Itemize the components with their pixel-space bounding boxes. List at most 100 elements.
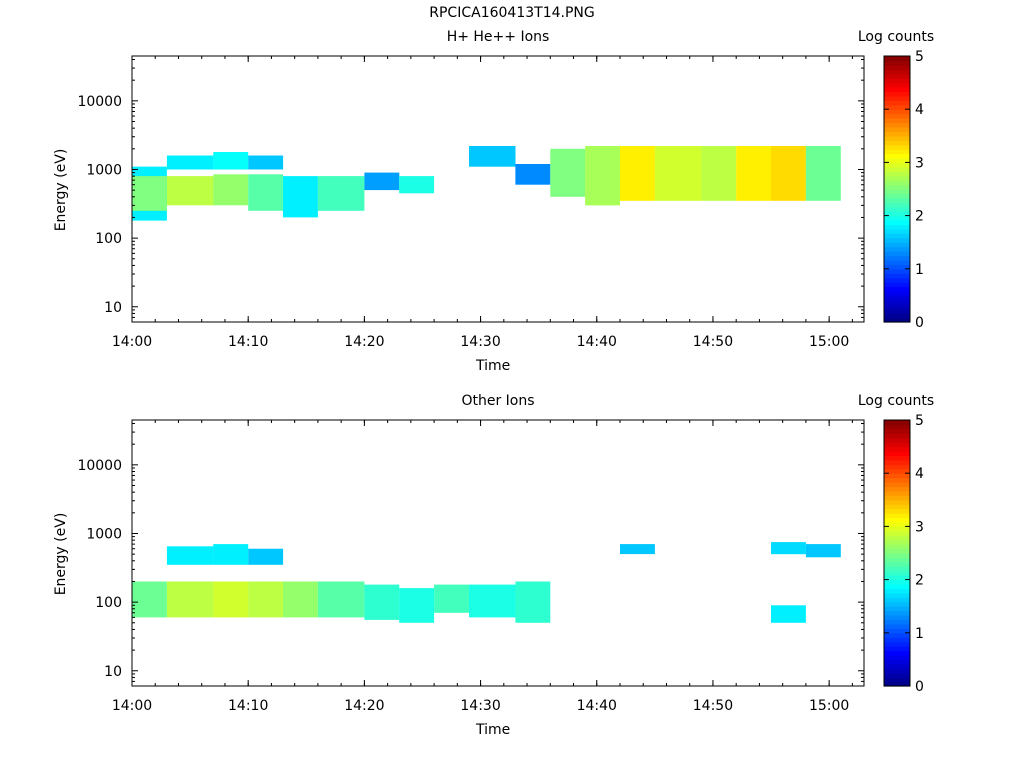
colorbar-segment [884, 220, 910, 226]
colorbar-segment [884, 246, 910, 252]
heatmap-cell [701, 146, 737, 201]
colorbar-segment [884, 228, 910, 234]
x-tick-label: 15:00 [809, 334, 849, 350]
heatmap-cell [620, 544, 655, 555]
colorbar-segment [884, 681, 910, 687]
x-tick-label: 15:00 [809, 698, 849, 714]
colorbar-segment [884, 526, 910, 532]
panel-2-colorbar-label: Log counts [857, 393, 935, 409]
colorbar-segment [884, 56, 910, 62]
heatmap-cell [434, 584, 469, 613]
colorbar-segment [884, 663, 910, 669]
colorbar-segment [884, 499, 910, 505]
panel-1-title: H+ He++ Ions [446, 29, 550, 45]
heatmap-cell [166, 546, 214, 565]
colorbar-segment [884, 477, 910, 483]
colorbar-segment [884, 197, 910, 203]
colorbar-segment [884, 171, 910, 177]
colorbar-segment [884, 672, 910, 678]
colorbar-segment [884, 575, 910, 581]
heatmap-cell [515, 581, 551, 623]
heatmap-cell [248, 548, 284, 565]
colorbar-segment [884, 601, 910, 607]
heatmap-cell [317, 581, 365, 618]
heatmap-cell [515, 164, 551, 185]
heatmap-cell [585, 146, 620, 206]
colorbar-segment [884, 140, 910, 146]
heatmap-cell [805, 146, 841, 201]
colorbar-segment [884, 570, 910, 576]
colorbar-segment [884, 433, 910, 439]
colorbar-tick-label: 4 [915, 466, 924, 482]
colorbar-segment [884, 215, 910, 221]
colorbar-segment [884, 180, 910, 186]
colorbar-segment [884, 144, 910, 150]
colorbar-segment [884, 233, 910, 239]
colorbar-segment [884, 282, 910, 288]
colorbar-segment [884, 468, 910, 474]
colorbar-segment [884, 109, 910, 115]
colorbar-segment [884, 64, 910, 70]
colorbar-segment [884, 118, 910, 124]
colorbar-segment [884, 295, 910, 301]
colorbar-segment [884, 193, 910, 199]
colorbar-segment [884, 420, 910, 426]
colorbar-segment [884, 73, 910, 79]
colorbar-segment [884, 162, 910, 168]
colorbar-segment [884, 304, 910, 310]
colorbar-segment [884, 668, 910, 674]
x-tick-label: 14:40 [577, 698, 617, 714]
colorbar-segment [884, 588, 910, 594]
colorbar-segment [884, 87, 910, 93]
x-tick-label: 14:00 [112, 334, 152, 350]
y-tick-label: 100 [95, 595, 122, 611]
heatmap-cell [248, 581, 284, 618]
colorbar-segment [884, 131, 910, 137]
colorbar-segment [884, 237, 910, 243]
colorbar-segment [884, 539, 910, 545]
plot-frame [131, 419, 865, 687]
heatmap-cell [248, 174, 284, 211]
colorbar-segment [884, 104, 910, 110]
x-tick-label: 14:00 [112, 698, 152, 714]
heatmap-cell [399, 588, 435, 623]
x-tick-label: 14:40 [577, 334, 617, 350]
panel-2-plot: 14:00 14:10 14:20 14:30 14:40 14:50 15:00 10 100… [77, 419, 865, 714]
y-tick-label: 10000 [77, 94, 122, 110]
colorbar-segment [884, 464, 910, 470]
plot-frame [131, 55, 865, 323]
colorbar-segment [884, 486, 910, 492]
colorbar-tick-label: 3 [915, 155, 924, 171]
colorbar-segment [884, 290, 910, 296]
colorbar-segment [884, 317, 910, 323]
colorbar-segment [884, 592, 910, 598]
colorbar-segment [884, 641, 910, 647]
heatmap-cell [132, 176, 167, 211]
colorbar-segment [884, 446, 910, 452]
x-tick-label: 14:30 [460, 334, 500, 350]
heatmap-cell [620, 146, 655, 201]
heatmap-cell [654, 146, 702, 201]
colorbar-segment [884, 535, 910, 541]
x-tick-label: 14:30 [460, 698, 500, 714]
heatmap-cell [248, 155, 284, 170]
colorbar-segment [884, 517, 910, 523]
colorbar-segment [884, 189, 910, 195]
colorbar-segment [884, 495, 910, 501]
colorbar-frame [883, 55, 911, 323]
heatmap-cell [132, 581, 167, 618]
colorbar-tick-label: 0 [915, 315, 924, 331]
colorbar-segment [884, 557, 910, 563]
panel-1-colorbar: 0 1 2 3 4 5 [883, 49, 924, 331]
colorbar-segment [884, 579, 910, 585]
heatmap-cell [550, 148, 586, 197]
colorbar-segment [884, 113, 910, 119]
x-tick-label: 14:10 [228, 698, 268, 714]
colorbar-segment [884, 157, 910, 163]
colorbar-segment [884, 597, 910, 603]
colorbar-segment [884, 646, 910, 652]
colorbar-segment [884, 451, 910, 457]
colorbar-segment [884, 69, 910, 75]
colorbar-segment [884, 308, 910, 314]
colorbar-segment [884, 459, 910, 465]
